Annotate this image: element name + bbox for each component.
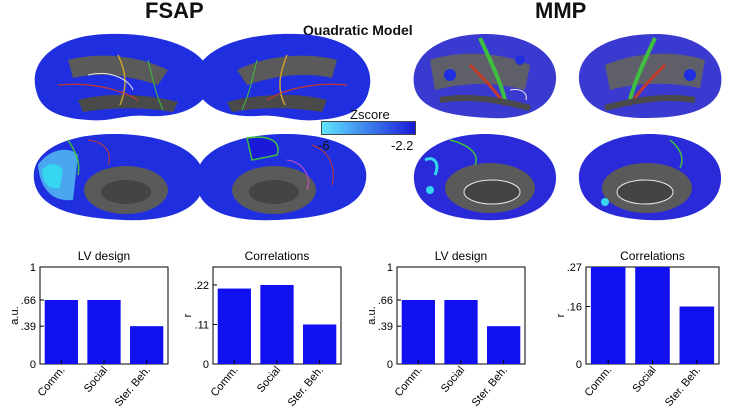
x-tick-label: Ster. Beh. [113,364,153,409]
chart-title: LV design [78,249,130,263]
x-tick-label: Social [630,364,658,395]
y-tick-label: 0 [576,359,582,371]
mmp-title: MMP [535,0,587,23]
x-tick-label: Ster. Beh. [286,364,326,409]
chart-title: LV design [435,249,487,263]
colorbar-max-label: -2.2 [391,138,414,153]
fsap-medial-right-brain [195,133,367,221]
mmp-medial-right-brain [578,134,722,221]
bar [44,299,78,364]
y-tick-label: 0 [387,359,393,371]
bar [130,326,164,364]
y-tick-label: .66 [21,295,36,307]
bar [217,288,251,364]
y-axis-label: r [182,313,194,317]
y-tick-label: .39 [21,321,36,333]
x-tick-label: Ster. Beh. [663,364,703,409]
colorbar-title: Zscore [350,107,390,122]
x-tick-label: Comm. [393,364,425,399]
x-tick-label: Social [255,364,283,395]
y-tick-label: .22 [194,280,209,292]
bar [635,267,670,364]
colorbar [321,121,416,135]
mmp-lateral-right-brain [578,34,722,118]
y-tick-label: 1 [30,262,36,274]
y-axis-label: a.u. [366,306,378,324]
fsap-title: FSAP [145,0,204,23]
mmp-lateral-left-brain [413,34,557,119]
y-tick-label: 1 [387,262,393,274]
colorbar-min-label: -6 [318,138,330,153]
fsap-lateral-right-brain [195,33,371,121]
chart-title: Correlations [620,249,685,263]
x-tick-label: Comm. [582,364,614,399]
figure-subtitle: Quadratic Model [303,22,413,38]
bar [401,299,435,364]
mmp-medial-left-brain [413,134,557,221]
y-tick-label: 0 [30,359,36,371]
bar [487,326,521,364]
bar [303,324,337,364]
x-tick-label: Comm. [36,364,68,399]
y-tick-label: .39 [378,321,393,333]
bar [87,299,121,364]
y-tick-label: 0 [203,359,209,371]
y-axis-label: r [555,313,567,317]
bar [444,299,478,364]
fsap-medial-left-brain [33,133,205,221]
y-tick-label: .66 [378,295,393,307]
bar [590,267,626,364]
x-tick-label: Ster. Beh. [470,364,510,409]
chart-title: Correlations [245,249,310,263]
x-tick-label: Comm. [209,364,241,399]
bar [679,306,715,364]
fsap-lateral-left-brain [34,33,211,121]
y-tick-label: .11 [195,319,209,331]
bar [260,284,294,364]
y-tick-label: .27 [567,262,582,274]
x-tick-label: Social [439,364,467,395]
x-tick-label: Social [82,364,110,395]
y-axis-label: a.u. [9,306,21,324]
y-tick-label: .16 [567,302,582,314]
